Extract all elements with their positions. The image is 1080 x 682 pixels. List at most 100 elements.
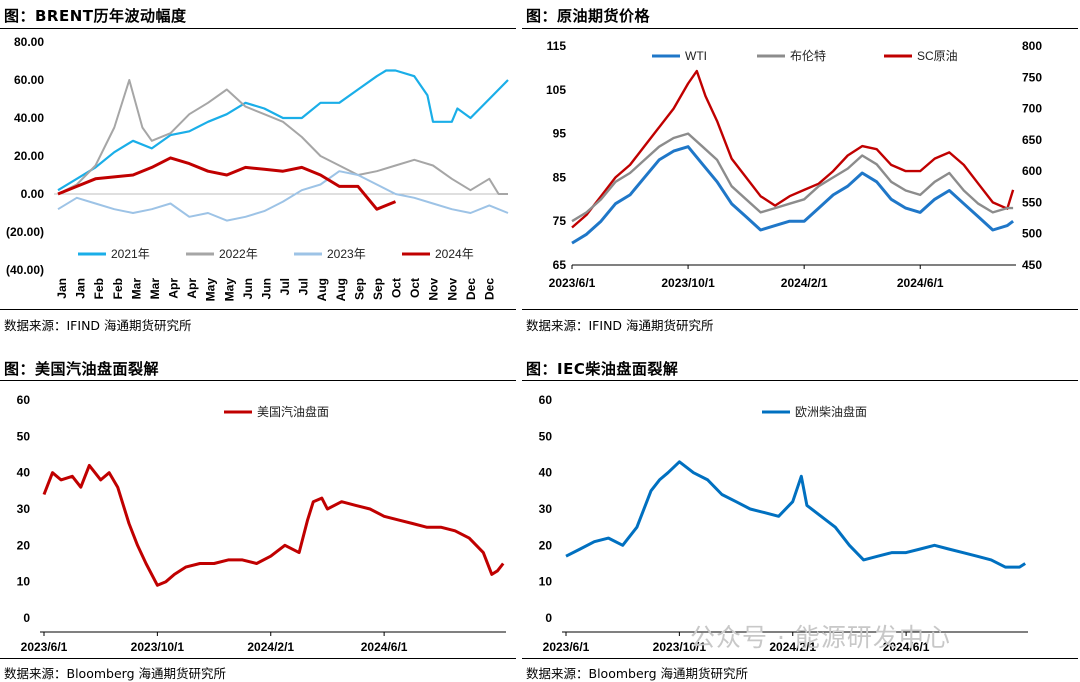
y-tick-label: 10 bbox=[17, 575, 31, 589]
y-tick-label: 60 bbox=[17, 393, 31, 407]
legend-item-label: 欧洲柴油盘面 bbox=[795, 404, 867, 419]
x-tick-label: Jan bbox=[74, 278, 88, 299]
source-rule bbox=[0, 658, 516, 659]
y-tick-label: 40 bbox=[539, 466, 553, 480]
legend-item-label: 2022年 bbox=[219, 247, 258, 261]
chart-title: 图：原油期货价格 bbox=[526, 7, 651, 25]
x-tick-label: 2023/6/1 bbox=[543, 640, 590, 654]
y-tick-label: (40.00) bbox=[6, 263, 44, 277]
watermark: 公众号 · 能源研发中心 bbox=[690, 623, 951, 652]
chart-title: 图：BRENT历年波动幅度 bbox=[4, 7, 187, 25]
chart-crude-futures: 115 105 95 85 75 65 800 750 700 650 600 550 500 450 20… bbox=[546, 39, 1042, 290]
x-tick-label: Mar bbox=[129, 278, 143, 300]
series-line-美国汽油盘面 bbox=[42, 463, 505, 587]
legend-item-label: WTI bbox=[685, 49, 707, 63]
y-tick-label: (20.00) bbox=[6, 225, 44, 239]
y-right-tick-label: 500 bbox=[1022, 227, 1042, 241]
x-tick-label: Aug bbox=[315, 278, 329, 301]
x-tick-label: Sep bbox=[352, 278, 366, 300]
legend-item-label: 2023年 bbox=[327, 247, 366, 261]
series-line-WTI bbox=[571, 145, 1015, 245]
x-tick-label: Feb bbox=[111, 278, 125, 299]
chart-iec-diesel: 60 50 40 30 20 10 0 2023/6/1 2023/10/1 2024/2/1 20… bbox=[539, 393, 1028, 654]
source-rule bbox=[522, 309, 1078, 310]
legend-item-label: 布伦特 bbox=[790, 48, 826, 63]
legend-item-label: 美国汽油盘面 bbox=[257, 404, 329, 419]
y-tick-label: 50 bbox=[539, 429, 553, 443]
series-line-2024年 bbox=[57, 156, 397, 211]
chart-us-gasoline: 60 50 40 30 20 10 0 2023/6/1 2023/10/1 2024/2/1 20… bbox=[17, 393, 506, 654]
series-line-2022年 bbox=[57, 79, 508, 195]
legend-item-label: 2024年 bbox=[435, 247, 474, 261]
panel-crude-futures: 图：原油期货价格 115 105 95 85 75 65 800 750 700 650 600 55… bbox=[522, 0, 1080, 340]
x-tick-label: Mar bbox=[148, 278, 162, 300]
legend-item-label: 2021年 bbox=[111, 247, 150, 261]
source-rule bbox=[522, 658, 1078, 659]
y-left-tick-label: 95 bbox=[553, 127, 567, 141]
series-line-SC原油 bbox=[571, 69, 1015, 229]
x-tick-label: 2023/10/1 bbox=[653, 640, 707, 654]
chart-title: 图：IEC柴油盘面裂解 bbox=[526, 360, 679, 378]
x-tick-label: Apr bbox=[185, 278, 199, 299]
series-line-2021年 bbox=[57, 69, 509, 192]
y-tick-label: 30 bbox=[17, 502, 31, 516]
x-tick-label: 2023/10/1 bbox=[131, 640, 185, 654]
x-tick-label: May bbox=[222, 278, 236, 302]
y-left-tick-label: 115 bbox=[547, 39, 567, 53]
x-tick-label: Jan bbox=[55, 278, 69, 299]
source-rule bbox=[0, 309, 516, 310]
y-tick-label: 0.00 bbox=[21, 187, 45, 201]
series-line-2023年 bbox=[57, 170, 509, 222]
x-tick-label: Jun bbox=[259, 278, 273, 299]
x-tick-label: 2023/10/1 bbox=[661, 276, 715, 290]
y-tick-label: 10 bbox=[539, 575, 553, 589]
series-line-欧洲柴油盘面 bbox=[565, 460, 1027, 569]
y-tick-label: 40.00 bbox=[14, 111, 44, 125]
y-tick-label: 40 bbox=[17, 466, 31, 480]
y-right-tick-label: 800 bbox=[1022, 39, 1042, 53]
panel-us-gasoline-crack: 图：美国汽油盘面裂解 60 50 40 30 20 10 0 2023/6/1 2023/10/… bbox=[0, 355, 520, 682]
x-tick-label: Dec bbox=[482, 278, 496, 300]
y-right-tick-label: 450 bbox=[1022, 258, 1042, 272]
y-right-tick-label: 550 bbox=[1022, 195, 1042, 209]
x-tick-label: Nov bbox=[445, 278, 459, 301]
y-tick-label: 60.00 bbox=[14, 73, 44, 87]
y-right-tick-label: 600 bbox=[1022, 164, 1042, 178]
y-tick-label: 80.00 bbox=[14, 35, 44, 49]
source-note: 数据来源：Bloomberg 海通期货研究所 bbox=[4, 666, 226, 681]
x-tick-label: 2024/2/1 bbox=[781, 276, 828, 290]
x-tick-label: Apr bbox=[167, 278, 181, 299]
x-tick-label: Nov bbox=[427, 278, 441, 301]
x-tick-label: Dec bbox=[464, 278, 478, 300]
y-tick-label: 60 bbox=[539, 393, 553, 407]
y-left-tick-label: 75 bbox=[553, 214, 567, 228]
title-rule bbox=[522, 28, 1078, 29]
y-tick-label: 50 bbox=[17, 429, 31, 443]
x-tick-label: Oct bbox=[390, 278, 404, 298]
panel-brent-volatility: 图：BRENT历年波动幅度 80.00 60.00 40.00 20.00 0.00 (2… bbox=[0, 0, 520, 340]
y-tick-label: 20 bbox=[17, 538, 31, 552]
y-tick-label: 20 bbox=[539, 538, 553, 552]
title-rule bbox=[0, 28, 516, 29]
y-tick-label: 30 bbox=[539, 502, 553, 516]
x-tick-label: Jul bbox=[278, 278, 292, 295]
y-left-tick-label: 65 bbox=[553, 258, 567, 272]
source-note: 数据来源：IFIND 海通期货研究所 bbox=[526, 318, 714, 333]
x-tick-label: 2024/6/1 bbox=[361, 640, 408, 654]
series-line-布伦特 bbox=[571, 132, 1014, 223]
y-right-tick-label: 750 bbox=[1022, 70, 1042, 84]
y-tick-label: 0 bbox=[23, 611, 30, 625]
x-tick-label: 2024/6/1 bbox=[883, 640, 930, 654]
y-tick-label: 0 bbox=[545, 611, 552, 625]
source-note: 数据来源：Bloomberg 海通期货研究所 bbox=[526, 666, 748, 681]
title-rule bbox=[0, 380, 516, 381]
title-rule bbox=[522, 380, 1078, 381]
x-tick-label: May bbox=[204, 278, 218, 302]
legend-item-label: SC原油 bbox=[917, 49, 958, 63]
x-tick-label: 2024/2/1 bbox=[247, 640, 294, 654]
x-tick-label: Oct bbox=[408, 278, 422, 298]
chart-brent: 80.00 60.00 40.00 20.00 0.00 (20.00) (40.00) 20… bbox=[6, 35, 509, 302]
x-tick-label: Aug bbox=[334, 278, 348, 301]
y-left-tick-label: 105 bbox=[546, 83, 566, 97]
panel-iec-diesel-crack: 图：IEC柴油盘面裂解 60 50 40 30 20 10 0 2023/6/1 2023/10… bbox=[522, 355, 1080, 682]
